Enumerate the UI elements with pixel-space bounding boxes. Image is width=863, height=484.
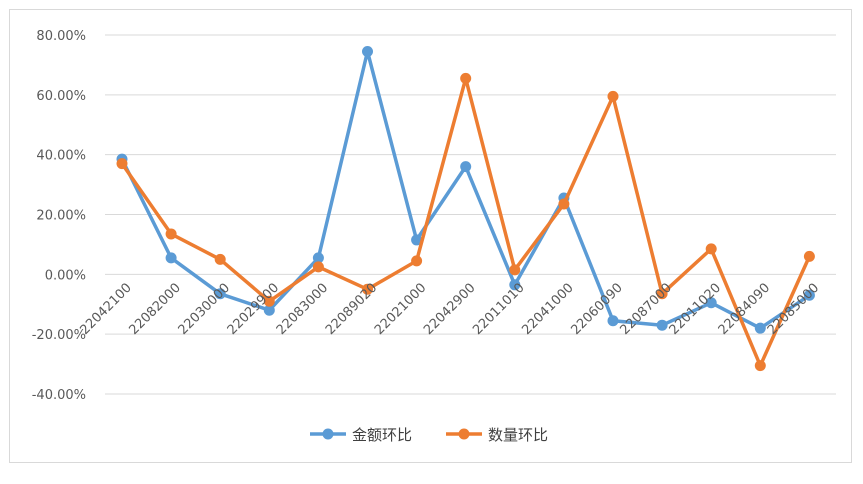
y-tick-label: 60.00% bbox=[36, 89, 86, 104]
x-tick-label: 22082000 bbox=[127, 281, 184, 338]
y-tick-label: 0.00% bbox=[45, 268, 86, 283]
series-line bbox=[120, 76, 812, 368]
gridlines bbox=[105, 34, 836, 395]
data-point bbox=[460, 161, 472, 173]
x-tick-label: 22021000 bbox=[372, 281, 429, 338]
x-tick-label: 22011020 bbox=[667, 281, 724, 338]
data-point bbox=[116, 158, 128, 170]
data-point bbox=[460, 72, 472, 84]
series-lines bbox=[116, 45, 815, 372]
data-point bbox=[607, 315, 619, 327]
data-point bbox=[411, 255, 423, 267]
data-point bbox=[312, 252, 324, 264]
legend-item: 金额环比 bbox=[310, 426, 412, 444]
data-point bbox=[411, 234, 423, 246]
data-point bbox=[558, 198, 570, 210]
x-tick-label: 22042100 bbox=[77, 281, 134, 338]
legend: 金额环比 数量环比 bbox=[310, 426, 548, 444]
y-axis-tick-labels: 80.00% 60.00% 40.00% 20.00% 0.00% -20.00% -40.… bbox=[32, 29, 86, 403]
data-point bbox=[312, 261, 324, 273]
y-tick-label: 20.00% bbox=[36, 209, 86, 224]
x-axis-tick-labels: 2204210022082000220300002202990022083000… bbox=[77, 281, 822, 338]
legend-marker bbox=[458, 428, 470, 440]
series-2 bbox=[116, 72, 815, 372]
y-tick-label: -40.00% bbox=[32, 388, 86, 403]
x-tick-label: 22011010 bbox=[470, 281, 527, 338]
chart-frame: 80.00% 60.00% 40.00% 20.00% 0.00% -20.00% -40.… bbox=[9, 9, 852, 463]
legend-marker bbox=[322, 428, 334, 440]
data-point bbox=[607, 90, 619, 102]
data-point bbox=[362, 45, 373, 57]
data-point bbox=[656, 288, 668, 300]
y-tick-label: -20.00% bbox=[32, 328, 86, 343]
data-point bbox=[509, 279, 521, 291]
data-point bbox=[803, 289, 815, 301]
legend-label: 金额环比 bbox=[352, 426, 412, 444]
data-point bbox=[263, 304, 275, 316]
x-tick-label: 22089020 bbox=[323, 281, 380, 338]
legend-item: 数量环比 bbox=[446, 426, 548, 444]
data-point bbox=[165, 228, 177, 240]
data-point bbox=[754, 360, 766, 372]
y-tick-label: 80.00% bbox=[36, 29, 86, 44]
x-tick-label: 22042900 bbox=[421, 281, 478, 338]
x-tick-label: 22083000 bbox=[274, 281, 331, 338]
data-point bbox=[165, 252, 177, 264]
data-point bbox=[509, 264, 521, 276]
y-tick-label: 40.00% bbox=[36, 149, 86, 164]
data-point bbox=[656, 319, 668, 331]
data-point bbox=[263, 295, 275, 307]
line-chart: 80.00% 60.00% 40.00% 20.00% 0.00% -20.00% -40.… bbox=[32, 29, 836, 444]
data-point bbox=[754, 322, 766, 334]
data-point bbox=[214, 288, 226, 300]
x-tick-label: 22060090 bbox=[568, 281, 625, 338]
x-tick-label: 22087000 bbox=[618, 281, 675, 338]
data-point bbox=[803, 250, 815, 262]
data-point bbox=[214, 253, 226, 265]
x-tick-label: 22030000 bbox=[176, 281, 233, 338]
data-point bbox=[705, 243, 717, 255]
data-point bbox=[362, 283, 373, 295]
x-tick-label: 22041000 bbox=[519, 281, 576, 338]
data-point bbox=[705, 297, 717, 309]
legend-label: 数量环比 bbox=[488, 426, 548, 444]
